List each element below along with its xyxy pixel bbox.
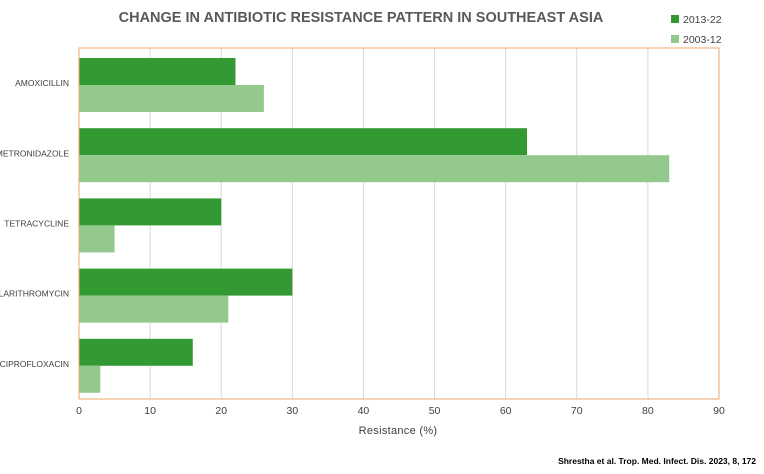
bar-ciprofloxacin-2003-12 [79,365,101,393]
category-label: CLARITHROMYCIN [0,289,69,299]
x-tick-label: 90 [713,405,725,417]
category-labels: AMOXICILLIN METRONIDAZOLE TETRACYCLINE CLAR… [0,78,69,369]
bars [79,58,670,393]
bar-ciprofloxacin-2013-22 [79,338,193,366]
x-axis-title: Resistance (%) [359,425,438,437]
bar-metronidazole-2013-22 [79,128,527,156]
bar-clarithromycin-2003-12 [79,295,229,323]
chart-title: CHANGE IN ANTIBIOTIC RESISTANCE PATTERN … [119,10,604,26]
x-tick-label: 80 [642,405,654,417]
x-tick-labels: 0 10 20 30 40 50 60 70 80 90 [76,405,725,417]
bar-metronidazole-2003-12 [79,155,670,183]
x-tick-label: 0 [76,405,82,417]
legend-label-series-1: 2013-22 [683,14,722,26]
x-tick-label: 10 [144,405,156,417]
bar-amoxicillin-2013-22 [79,58,236,85]
bar-amoxicillin-2003-12 [79,85,264,112]
x-tick-label: 60 [500,405,512,417]
x-tick-label: 20 [215,405,227,417]
category-label: AMOXICILLIN [15,78,69,88]
legend-swatch-series-1 [671,15,679,23]
legend-label-series-2: 2003-12 [683,34,722,46]
bar-tetracycline-2003-12 [79,225,115,253]
x-tick-label: 30 [286,405,298,417]
category-label: CIPROFLOXACIN [0,359,69,369]
x-tick-label: 50 [429,405,441,417]
source-citation: Shrestha et al. Trop. Med. Infect. Dis. … [558,456,756,466]
category-label: TETRACYCLINE [4,219,69,229]
category-label: METRONIDAZOLE [0,148,69,158]
legend-swatch-series-2 [671,35,679,43]
plot-area-border [78,47,720,400]
bar-clarithromycin-2013-22 [79,268,293,296]
x-tick-label: 40 [358,405,370,417]
legend: 2013-22 2003-12 [671,14,722,46]
bar-tetracycline-2013-22 [79,198,222,226]
x-tick-label: 70 [571,405,583,417]
